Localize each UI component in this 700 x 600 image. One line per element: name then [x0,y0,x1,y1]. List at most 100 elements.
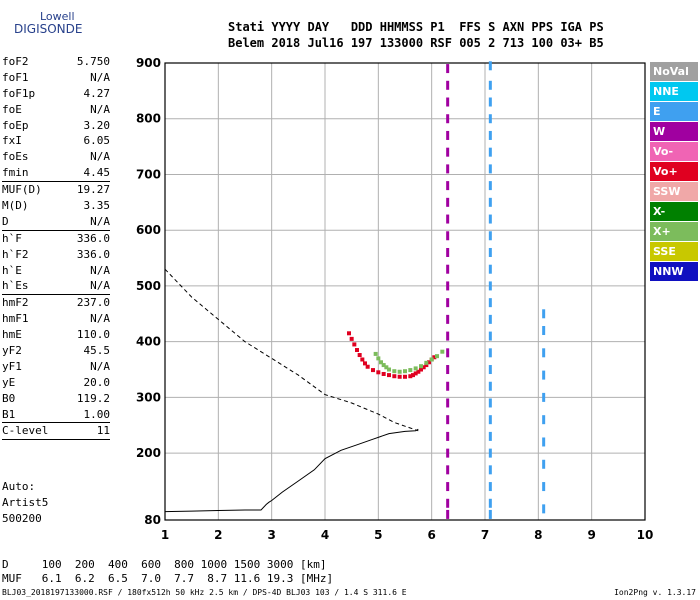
param-row: foF1 N/A [2,70,110,86]
echo-point-w [446,415,450,425]
echo-point-x- [408,368,413,373]
echo-point-vo- [349,336,354,341]
param-row: foEp 3.20 [2,118,110,134]
muf-table: D 100 200 400 600 800 1000 1500 3000 [km… [2,558,333,586]
echo-point-e [488,147,492,157]
param-name: h`F [2,231,22,245]
echo-point-w [446,130,450,140]
echo-point-vo- [392,374,397,379]
param-value: N/A [90,359,110,373]
echo-point-e [488,264,492,274]
echo-point-e [542,437,546,447]
param-value: 5.750 [76,55,110,68]
station-header: Stati YYYY DAY DDD HHMMSS P1 FFS S AXN P… [228,19,604,51]
logo-digisonde-text: DIGISONDE [14,22,83,36]
echo-point-w [446,509,450,519]
echo-point-x- [397,369,402,374]
param-row: hmF2 237.0 [2,294,110,311]
echo-point-e [488,231,492,241]
echo-point-vo- [365,364,370,369]
legend-item-nne: NNE [650,82,698,101]
param-name: foEs [2,150,29,164]
x-tick-label: 6 [427,528,435,542]
header-columns: Stati YYYY DAY DDD HHMMSS P1 FFS S AXN P… [228,20,604,34]
echo-point-w [446,214,450,224]
param-row: B0 119.2 [2,391,110,407]
echo-point-e [488,298,492,308]
echo-point-x- [381,363,386,368]
param-value: N/A [90,102,110,116]
version-label: Ion2Png v. 1.3.17 [614,588,696,597]
param-name: foF1 [2,70,29,84]
legend-item-x-: X+ [650,222,698,241]
param-value: N/A [90,312,110,326]
echo-point-e [488,448,492,458]
file-info: BLJ03_2018197133000.RSF / 180fx512h 50 k… [2,588,407,597]
param-row: hmF1 N/A [2,311,110,327]
param-divider [2,439,110,441]
legend-item-vo-: Vo+ [650,162,698,181]
x-tick-label: 10 [637,528,654,542]
y-tick-label: 800 [136,112,161,126]
echo-point-x- [392,369,397,374]
topside-profile-line [164,268,419,432]
echo-point-w [446,231,450,241]
echo-point-w [446,197,450,207]
param-name: foF1p [2,86,36,100]
echo-point-e [488,348,492,358]
x-tick-label: 3 [267,528,275,542]
x-tick-label: 1 [161,528,169,542]
echo-point-e [488,331,492,341]
param-row: foE N/A [2,102,110,118]
param-value: N/A [90,70,110,84]
param-name: fxI [2,134,22,148]
echo-point-x- [435,354,439,359]
param-value: N/A [90,214,110,228]
x-tick-label: 4 [321,528,329,542]
echo-point-vo- [408,374,413,379]
echo-point-vo- [421,365,426,370]
echo-point-w [446,80,450,90]
param-row: hmE 110.0 [2,327,110,343]
param-row: B1 1.00 [2,407,110,423]
param-row: foEs N/A [2,149,110,165]
param-row: fmin 4.45 [2,165,110,181]
echo-point-w [446,348,450,358]
y-tick-label: 200 [136,446,161,460]
echo-point-w [446,465,450,475]
echo-point-w [446,281,450,291]
echo-point-e [488,214,492,224]
param-value: 336.0 [76,231,110,245]
echo-point-vo- [376,370,381,375]
param-name: yF1 [2,359,22,373]
echo-point-x- [387,367,391,372]
param-name: M(D) [2,199,29,213]
echo-point-e [488,381,492,391]
param-name: foF2 [2,55,29,68]
echo-point-e [488,314,492,324]
x-tick-label: 8 [534,528,542,542]
echo-point-e [488,61,492,71]
echo-point-x- [424,360,429,365]
param-value: 3.20 [83,118,111,132]
true-height-profile-line [164,428,419,513]
param-row: D N/A [2,214,110,230]
echo-point-e [488,197,492,207]
echo-point-e [542,504,546,514]
echo-point-e [488,509,492,519]
param-name: hmF2 [2,296,29,310]
x-tick-label: 9 [587,528,595,542]
param-row: M(D) 3.35 [2,198,110,214]
echo-point-w [446,381,450,391]
y-tick-label: 600 [136,223,161,237]
legend-item-sse: SSE [650,242,698,261]
echo-point-e [542,415,546,425]
legend-item-nnw: NNW [650,262,698,281]
echo-point-vo- [381,371,386,376]
param-name: h`E [2,263,22,277]
echo-point-e [542,392,546,402]
echo-point-vo- [363,361,367,366]
y-tick-label: 400 [136,335,161,349]
param-value: N/A [90,263,110,277]
param-name: hmF1 [2,312,29,326]
